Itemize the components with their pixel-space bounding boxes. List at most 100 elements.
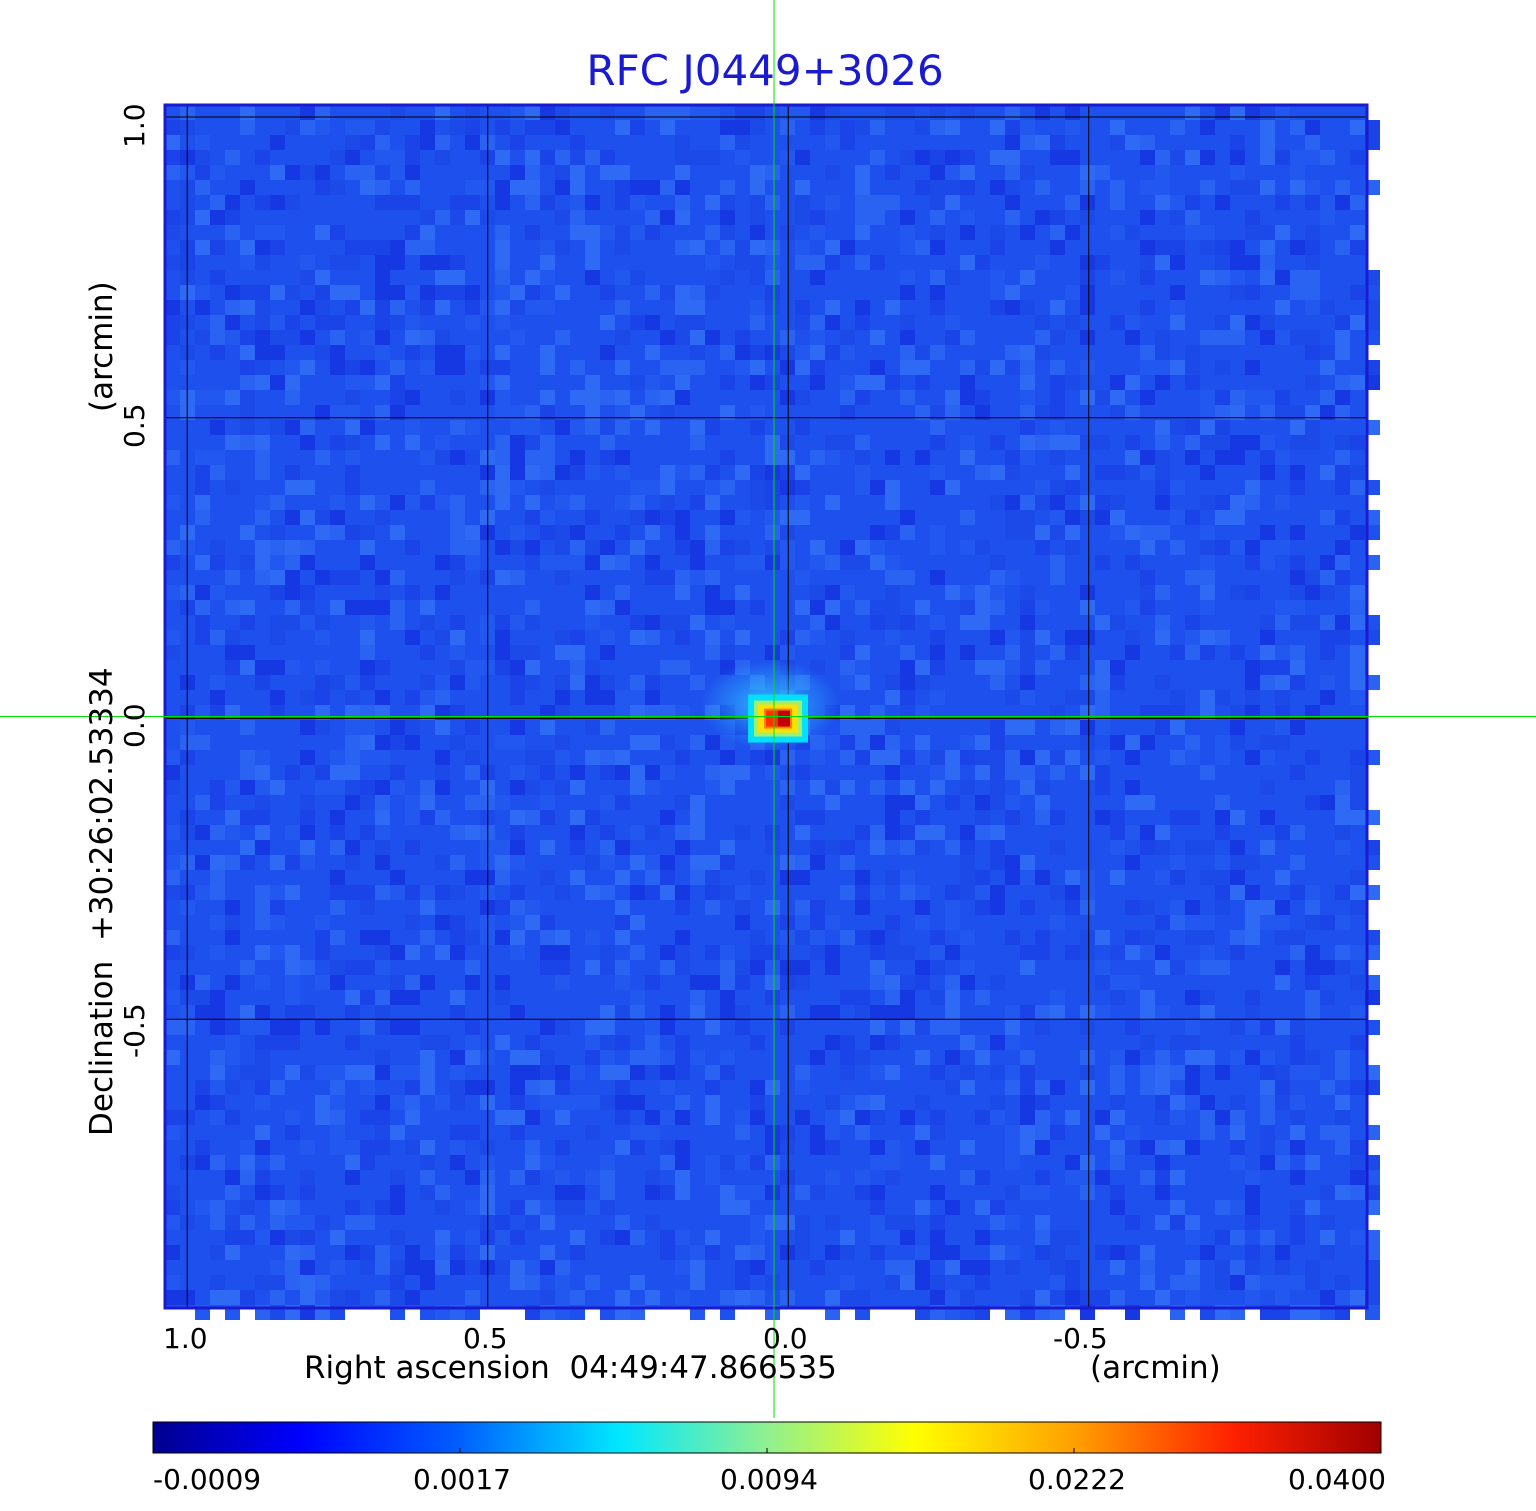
noise-cell — [435, 360, 450, 375]
noise-cell — [1080, 1035, 1095, 1050]
noise-cell — [885, 525, 900, 540]
noise-cell — [1290, 285, 1305, 300]
noise-cell — [825, 1215, 840, 1230]
noise-cell — [1020, 1080, 1035, 1095]
noise-cell — [465, 1290, 480, 1305]
noise-cell — [540, 705, 555, 720]
noise-cell — [300, 1245, 315, 1260]
noise-cell — [1155, 1245, 1170, 1260]
noise-cell — [315, 675, 330, 690]
noise-cell — [1260, 1125, 1275, 1140]
noise-cell — [270, 150, 285, 165]
noise-cell — [330, 840, 345, 855]
noise-cell — [1080, 885, 1095, 900]
noise-cell — [510, 1005, 525, 1020]
noise-cell — [840, 900, 855, 915]
noise-cell — [495, 120, 510, 135]
noise-cell — [1215, 900, 1230, 915]
noise-cell — [1215, 915, 1230, 930]
noise-cell — [1185, 225, 1200, 240]
noise-cell — [600, 615, 615, 630]
noise-cell — [285, 540, 300, 555]
noise-cell — [750, 300, 765, 315]
noise-cell — [1065, 645, 1080, 660]
noise-cell — [270, 1230, 285, 1245]
noise-cell — [315, 570, 330, 585]
noise-cell — [1005, 1125, 1020, 1140]
noise-cell — [240, 1170, 255, 1185]
noise-cell — [585, 1095, 600, 1110]
noise-cell — [1005, 1095, 1020, 1110]
noise-cell — [420, 1080, 435, 1095]
noise-cell — [1290, 930, 1305, 945]
noise-cell — [780, 330, 795, 345]
noise-cell — [870, 1110, 885, 1125]
noise-cell — [450, 480, 465, 495]
noise-cell — [885, 480, 900, 495]
noise-cell — [675, 795, 690, 810]
noise-cell — [300, 720, 315, 735]
noise-cell — [735, 1260, 750, 1275]
noise-cell — [885, 1005, 900, 1020]
noise-cell — [825, 1140, 840, 1155]
noise-cell — [945, 330, 960, 345]
noise-cell — [1080, 930, 1095, 945]
noise-cell — [1035, 1185, 1050, 1200]
noise-cell — [1095, 615, 1110, 630]
noise-cell — [1350, 1185, 1365, 1200]
noise-cell — [360, 1155, 375, 1170]
noise-cell — [1365, 885, 1380, 900]
noise-cell — [405, 225, 420, 240]
noise-cell — [645, 450, 660, 465]
noise-cell — [1290, 1170, 1305, 1185]
noise-cell — [1020, 780, 1035, 795]
noise-cell — [360, 555, 375, 570]
noise-cell — [390, 765, 405, 780]
noise-cell — [1035, 1245, 1050, 1260]
noise-cell — [825, 255, 840, 270]
noise-cell — [555, 330, 570, 345]
noise-cell — [855, 480, 870, 495]
noise-cell — [360, 390, 375, 405]
noise-cell — [495, 675, 510, 690]
noise-cell — [1155, 870, 1170, 885]
noise-cell — [1155, 720, 1170, 735]
noise-cell — [510, 300, 525, 315]
noise-cell — [750, 270, 765, 285]
noise-cell — [255, 840, 270, 855]
noise-cell — [1365, 945, 1380, 960]
noise-cell — [1350, 840, 1365, 855]
noise-cell — [495, 840, 510, 855]
noise-cell — [975, 885, 990, 900]
noise-cell — [1170, 705, 1185, 720]
noise-cell — [1290, 180, 1305, 195]
noise-cell — [390, 1035, 405, 1050]
noise-cell — [1245, 225, 1260, 240]
noise-cell — [615, 450, 630, 465]
noise-cell — [795, 345, 810, 360]
noise-cell — [630, 1050, 645, 1065]
noise-cell — [825, 435, 840, 450]
noise-cell — [1050, 765, 1065, 780]
noise-cell — [675, 945, 690, 960]
noise-cell — [555, 1110, 570, 1125]
noise-cell — [1065, 870, 1080, 885]
noise-cell — [165, 360, 180, 375]
noise-cell — [1275, 615, 1290, 630]
noise-cell — [675, 1050, 690, 1065]
noise-cell — [270, 585, 285, 600]
noise-cell — [540, 1200, 555, 1215]
noise-cell — [1200, 990, 1215, 1005]
noise-cell — [1275, 660, 1290, 675]
noise-cell — [765, 1290, 780, 1305]
noise-cell — [600, 1065, 615, 1080]
noise-cell — [1050, 450, 1065, 465]
noise-cell — [1275, 225, 1290, 240]
noise-cell — [360, 1065, 375, 1080]
noise-cell — [765, 1185, 780, 1200]
noise-cell — [1260, 630, 1275, 645]
noise-cell — [705, 555, 720, 570]
noise-cell — [1305, 300, 1320, 315]
noise-cell — [1365, 1125, 1380, 1140]
noise-cell — [690, 300, 705, 315]
